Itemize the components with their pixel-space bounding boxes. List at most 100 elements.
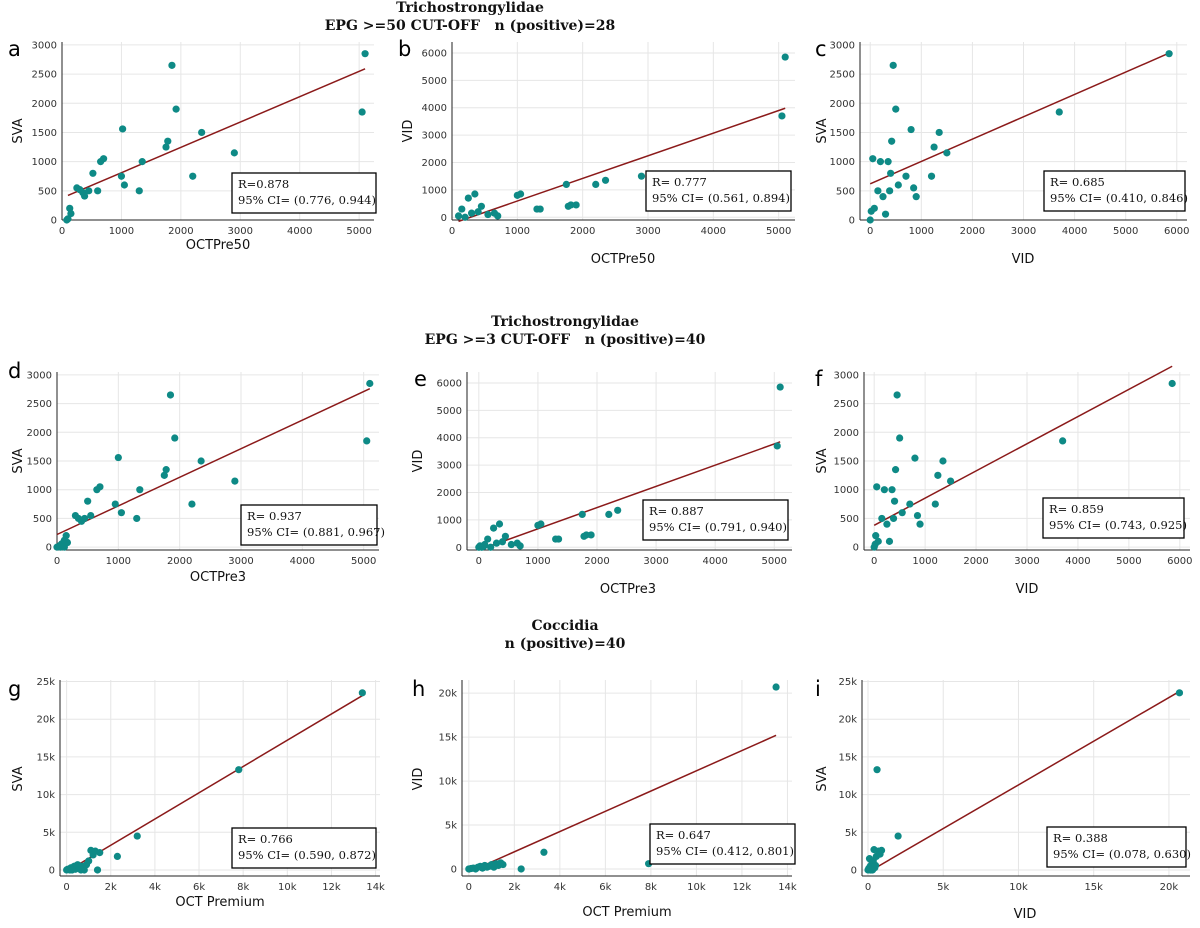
data-point [873, 483, 881, 491]
regression-line [468, 734, 777, 873]
x-tick-label: 8k [645, 882, 657, 893]
data-point [934, 471, 942, 479]
data-point [168, 61, 176, 69]
x-tick-label: 5000 [351, 556, 376, 567]
ci-value: 95% CI= (0.776, 0.944) [238, 193, 376, 207]
data-point [587, 531, 595, 539]
panel-b: b 0 1000 2000 3000 4000 5000 0 1000 2000 3000 4000 5… [398, 37, 795, 267]
stats-box: R= 0.388 95% CI= (0.078, 0.630) [1046, 826, 1191, 868]
data-point [117, 509, 125, 517]
x-tick-label: 0 [449, 226, 455, 237]
panel-letter: g [8, 677, 21, 701]
data-point [171, 434, 179, 442]
ci-value: 95% CI= (0.791, 0.940) [649, 520, 787, 534]
data-points [454, 53, 789, 221]
y-tick-label: 2500 [32, 70, 57, 81]
data-point [868, 866, 877, 874]
data-point [89, 169, 97, 177]
y-tick-label: 6000 [422, 48, 447, 59]
r-value: R= 0.859 [1049, 502, 1104, 516]
data-point [494, 212, 502, 220]
x-tick-label: 1000 [109, 226, 134, 237]
y-tick-label: 2000 [437, 488, 462, 499]
data-point [554, 535, 563, 543]
x-tick-label: 0 [59, 226, 65, 237]
y-tick-label: 5000 [437, 406, 462, 417]
data-point [572, 201, 580, 209]
y-tick-label: 2500 [830, 70, 855, 81]
x-tick-label: 12k [733, 882, 752, 893]
x-tick-label: 3000 [1011, 226, 1036, 237]
data-points [53, 379, 374, 551]
ci-value: 95% CI= (0.410, 0.846) [1050, 191, 1188, 205]
data-point [870, 204, 878, 212]
stats-box-frame [231, 827, 377, 869]
data-point [93, 866, 102, 874]
x-axis-label: OCTPre3 [600, 582, 656, 597]
y-tick-label: 25k [838, 677, 857, 688]
data-point [501, 532, 510, 540]
data-point [772, 683, 780, 691]
data-point [876, 158, 885, 166]
data-point [189, 172, 197, 180]
data-point [119, 125, 127, 133]
y-tick-label: 1500 [830, 128, 855, 139]
stats-box-frame [1042, 497, 1185, 539]
data-point [898, 509, 906, 517]
section-title-line-2: EPG >=3 CUT-OFF n (positive)=40 [425, 332, 706, 348]
stats-box-frame [645, 170, 792, 212]
data-point [489, 524, 498, 532]
data-point [230, 149, 238, 157]
data-point [172, 105, 180, 113]
stats-box-frame [240, 504, 378, 546]
panel-a: a 0 1000 2000 3000 4000 5000 0 500 1000 1500 2000 25… [8, 37, 377, 253]
y-tick-label: 0 [441, 213, 447, 224]
stats-box: R=0.878 95% CI= (0.776, 0.944) [231, 172, 377, 214]
x-tick-label: 5000 [1113, 226, 1138, 237]
data-point [487, 543, 495, 551]
y-tick-label: 1500 [27, 457, 52, 468]
data-point [477, 202, 485, 210]
x-axis-label: OCT Premium [175, 895, 264, 910]
data-point [1168, 379, 1176, 388]
y-tick-label: 1000 [830, 157, 855, 168]
data-point [567, 201, 575, 209]
data-point [872, 532, 880, 540]
data-point [498, 538, 507, 546]
data-point [198, 128, 206, 137]
r-value: R= 0.647 [656, 828, 711, 842]
y-axis-label: SVA [815, 448, 830, 473]
section-title-line-1: Trichostrongylidae [491, 314, 639, 330]
y-tick-label: 1500 [32, 128, 57, 139]
data-point [516, 542, 524, 550]
data-point [1055, 108, 1063, 116]
x-tick-label: 0 [476, 556, 482, 567]
data-point [907, 125, 915, 134]
panel-letter: h [412, 677, 425, 701]
y-tick-label: 1000 [422, 185, 447, 196]
data-points [864, 689, 1184, 874]
y-tick-label: 2000 [27, 428, 52, 439]
data-point [495, 520, 504, 528]
data-point [896, 434, 904, 442]
x-tick-label: 14k [366, 882, 385, 893]
data-point [894, 832, 902, 840]
x-tick-label: 6000 [1167, 556, 1192, 567]
ci-value: 95% CI= (0.881, 0.967) [247, 525, 385, 539]
data-point [562, 180, 570, 188]
data-point [781, 53, 789, 61]
y-tick-label: 15k [36, 752, 55, 763]
stats-box: R= 0.859 95% CI= (0.743, 0.925) [1042, 497, 1187, 539]
data-point [358, 108, 366, 116]
x-tick-label: 4k [149, 882, 161, 893]
panel-c: c 0 1000 2000 3000 4000 5000 6000 0 500 1000 1500 20… [815, 37, 1190, 267]
stats-box-frame [1046, 826, 1187, 868]
data-point [874, 537, 882, 545]
y-axis-label: SVA [11, 766, 26, 791]
y-tick-label: 500 [840, 514, 859, 525]
y-tick-label: 1000 [27, 485, 52, 496]
data-point [890, 497, 899, 505]
x-tick-label: 3000 [635, 226, 660, 237]
x-tick-label: 2000 [584, 556, 609, 567]
data-point [231, 477, 239, 485]
